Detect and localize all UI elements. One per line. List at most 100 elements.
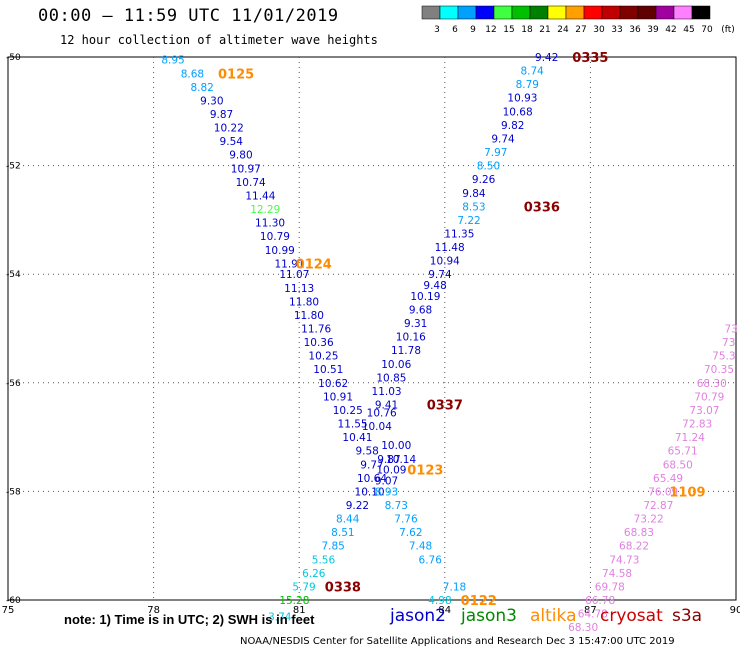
track-label: 0125 <box>218 67 254 82</box>
data-point: 11.13 <box>284 283 314 295</box>
data-point: 72.87 <box>643 500 673 512</box>
data-point: 71.24 <box>675 432 705 444</box>
data-point: 10.06 <box>381 359 411 371</box>
data-point: 9.68 <box>409 304 432 316</box>
track-label: 0124 <box>296 257 332 272</box>
data-point: 10.94 <box>430 256 460 268</box>
data-point: 9.80 <box>229 150 252 162</box>
data-point: 7.22 <box>457 215 480 227</box>
data-point: 10.68 <box>503 106 533 118</box>
footer-credit: NOAA/NESDIS Center for Satellite Applica… <box>240 636 675 647</box>
data-point: 10.09 <box>376 465 406 477</box>
data-point: 8.93 <box>375 486 398 498</box>
data-point: 11.48 <box>435 242 465 254</box>
data-point: 7.48 <box>409 541 432 553</box>
scale-label: 21 <box>539 25 550 35</box>
data-point: 68.30 <box>697 378 727 390</box>
data-point: 8.53 <box>462 201 485 213</box>
track-label: 1109 <box>669 485 705 500</box>
data-point: 8.50 <box>477 161 500 173</box>
data-point: 9.22 <box>346 500 369 512</box>
data-point: 11.55 <box>338 419 368 431</box>
data-point: 73.07 <box>689 405 719 417</box>
data-point: 8.95 <box>161 55 184 67</box>
data-point: 10.14 <box>386 454 416 466</box>
scale-label: 45 <box>683 25 694 35</box>
data-point: 65.49 <box>653 473 683 485</box>
data-point: 65.71 <box>668 446 698 458</box>
data-point: 10.74 <box>236 177 266 189</box>
data-point: 66.78 <box>585 595 615 607</box>
data-point: 11.76 <box>301 324 331 336</box>
data-point: 11.07 <box>279 269 309 281</box>
y-tick-label: -60 <box>6 596 21 606</box>
y-tick-label: -50 <box>6 53 21 63</box>
data-point: 10.25 <box>333 405 363 417</box>
data-point: 8.82 <box>190 82 213 94</box>
legend-item-cryosat: cryosat <box>600 606 663 626</box>
data-point: 8.44 <box>336 514 360 526</box>
scale-label: (ft) <box>721 25 735 35</box>
data-point: 76.09 <box>648 486 678 498</box>
data-point: 9.58 <box>355 446 378 458</box>
data-point: 10.19 <box>410 291 440 303</box>
data-point: 9.31 <box>404 318 427 330</box>
scale-label: 70 <box>701 25 713 35</box>
y-tick-label: -52 <box>6 162 21 172</box>
data-point: 10.85 <box>376 372 406 384</box>
x-tick-label: 81 <box>293 605 306 616</box>
data-point: 73 <box>722 337 735 349</box>
x-tick-label: 78 <box>147 605 160 616</box>
data-point: 10.79 <box>260 231 290 243</box>
scale-label: 18 <box>521 25 533 35</box>
data-point: 7.76 <box>394 514 418 526</box>
data-point: 73.22 <box>634 514 664 526</box>
data-point: 10.16 <box>396 332 426 344</box>
y-tick-label: -54 <box>6 270 21 280</box>
data-point: 7.97 <box>484 147 507 159</box>
data-point: 8.51 <box>331 527 354 539</box>
data-point: 10.36 <box>304 337 334 349</box>
data-point: 11.80 <box>289 296 319 308</box>
scale-label: 39 <box>647 25 659 35</box>
legend-item-jason3: jason3 <box>461 606 517 626</box>
data-point: 9.07 <box>375 476 398 488</box>
track-label: 0336 <box>524 200 560 215</box>
data-point: 6.76 <box>419 554 443 566</box>
data-point: 10.00 <box>381 440 411 452</box>
data-point: 3.74 <box>268 611 292 623</box>
scale-label: 24 <box>557 25 569 35</box>
data-point: 8.73 <box>385 500 408 512</box>
scale-label: 36 <box>629 25 641 35</box>
legend-item-altika: altika <box>530 606 577 626</box>
data-point: 9.82 <box>501 120 524 132</box>
data-point: 75.3 <box>712 351 735 363</box>
data-point: 10.10 <box>355 486 385 498</box>
legend-item-s3a: s3a <box>672 606 703 626</box>
data-point: 9.87 <box>377 454 400 466</box>
data-point: 8.74 <box>520 66 544 78</box>
data-point: 10.97 <box>231 163 261 175</box>
data-point: 70.35 <box>704 364 734 376</box>
x-tick-label: 84 <box>438 605 451 616</box>
data-point: 9.74 <box>491 133 515 145</box>
track-label: 0123 <box>407 464 443 479</box>
data-point: 68.30 <box>568 622 598 634</box>
data-point: 10.25 <box>308 351 338 363</box>
x-tick-label: 87 <box>584 605 597 616</box>
data-point: 74.73 <box>609 554 639 566</box>
plot-frame <box>7 56 737 601</box>
scale-label: 27 <box>575 25 586 35</box>
scale-swatch <box>691 5 711 20</box>
data-point: 9.48 <box>423 280 446 292</box>
data-point: 11.35 <box>444 228 474 240</box>
data-point: 70.79 <box>694 391 724 403</box>
data-point: 73 <box>724 324 737 336</box>
data-point: 10.62 <box>318 378 348 390</box>
data-point: 10.04 <box>362 421 392 433</box>
scale-label: 3 <box>434 25 440 35</box>
x-tick-label: 75 <box>2 605 15 616</box>
color-scale: 3 6 9 12 15 18 21 24 27 30 33 36 39 42 45 70 (ft) <box>421 5 735 35</box>
data-point: 5.79 <box>292 581 315 593</box>
